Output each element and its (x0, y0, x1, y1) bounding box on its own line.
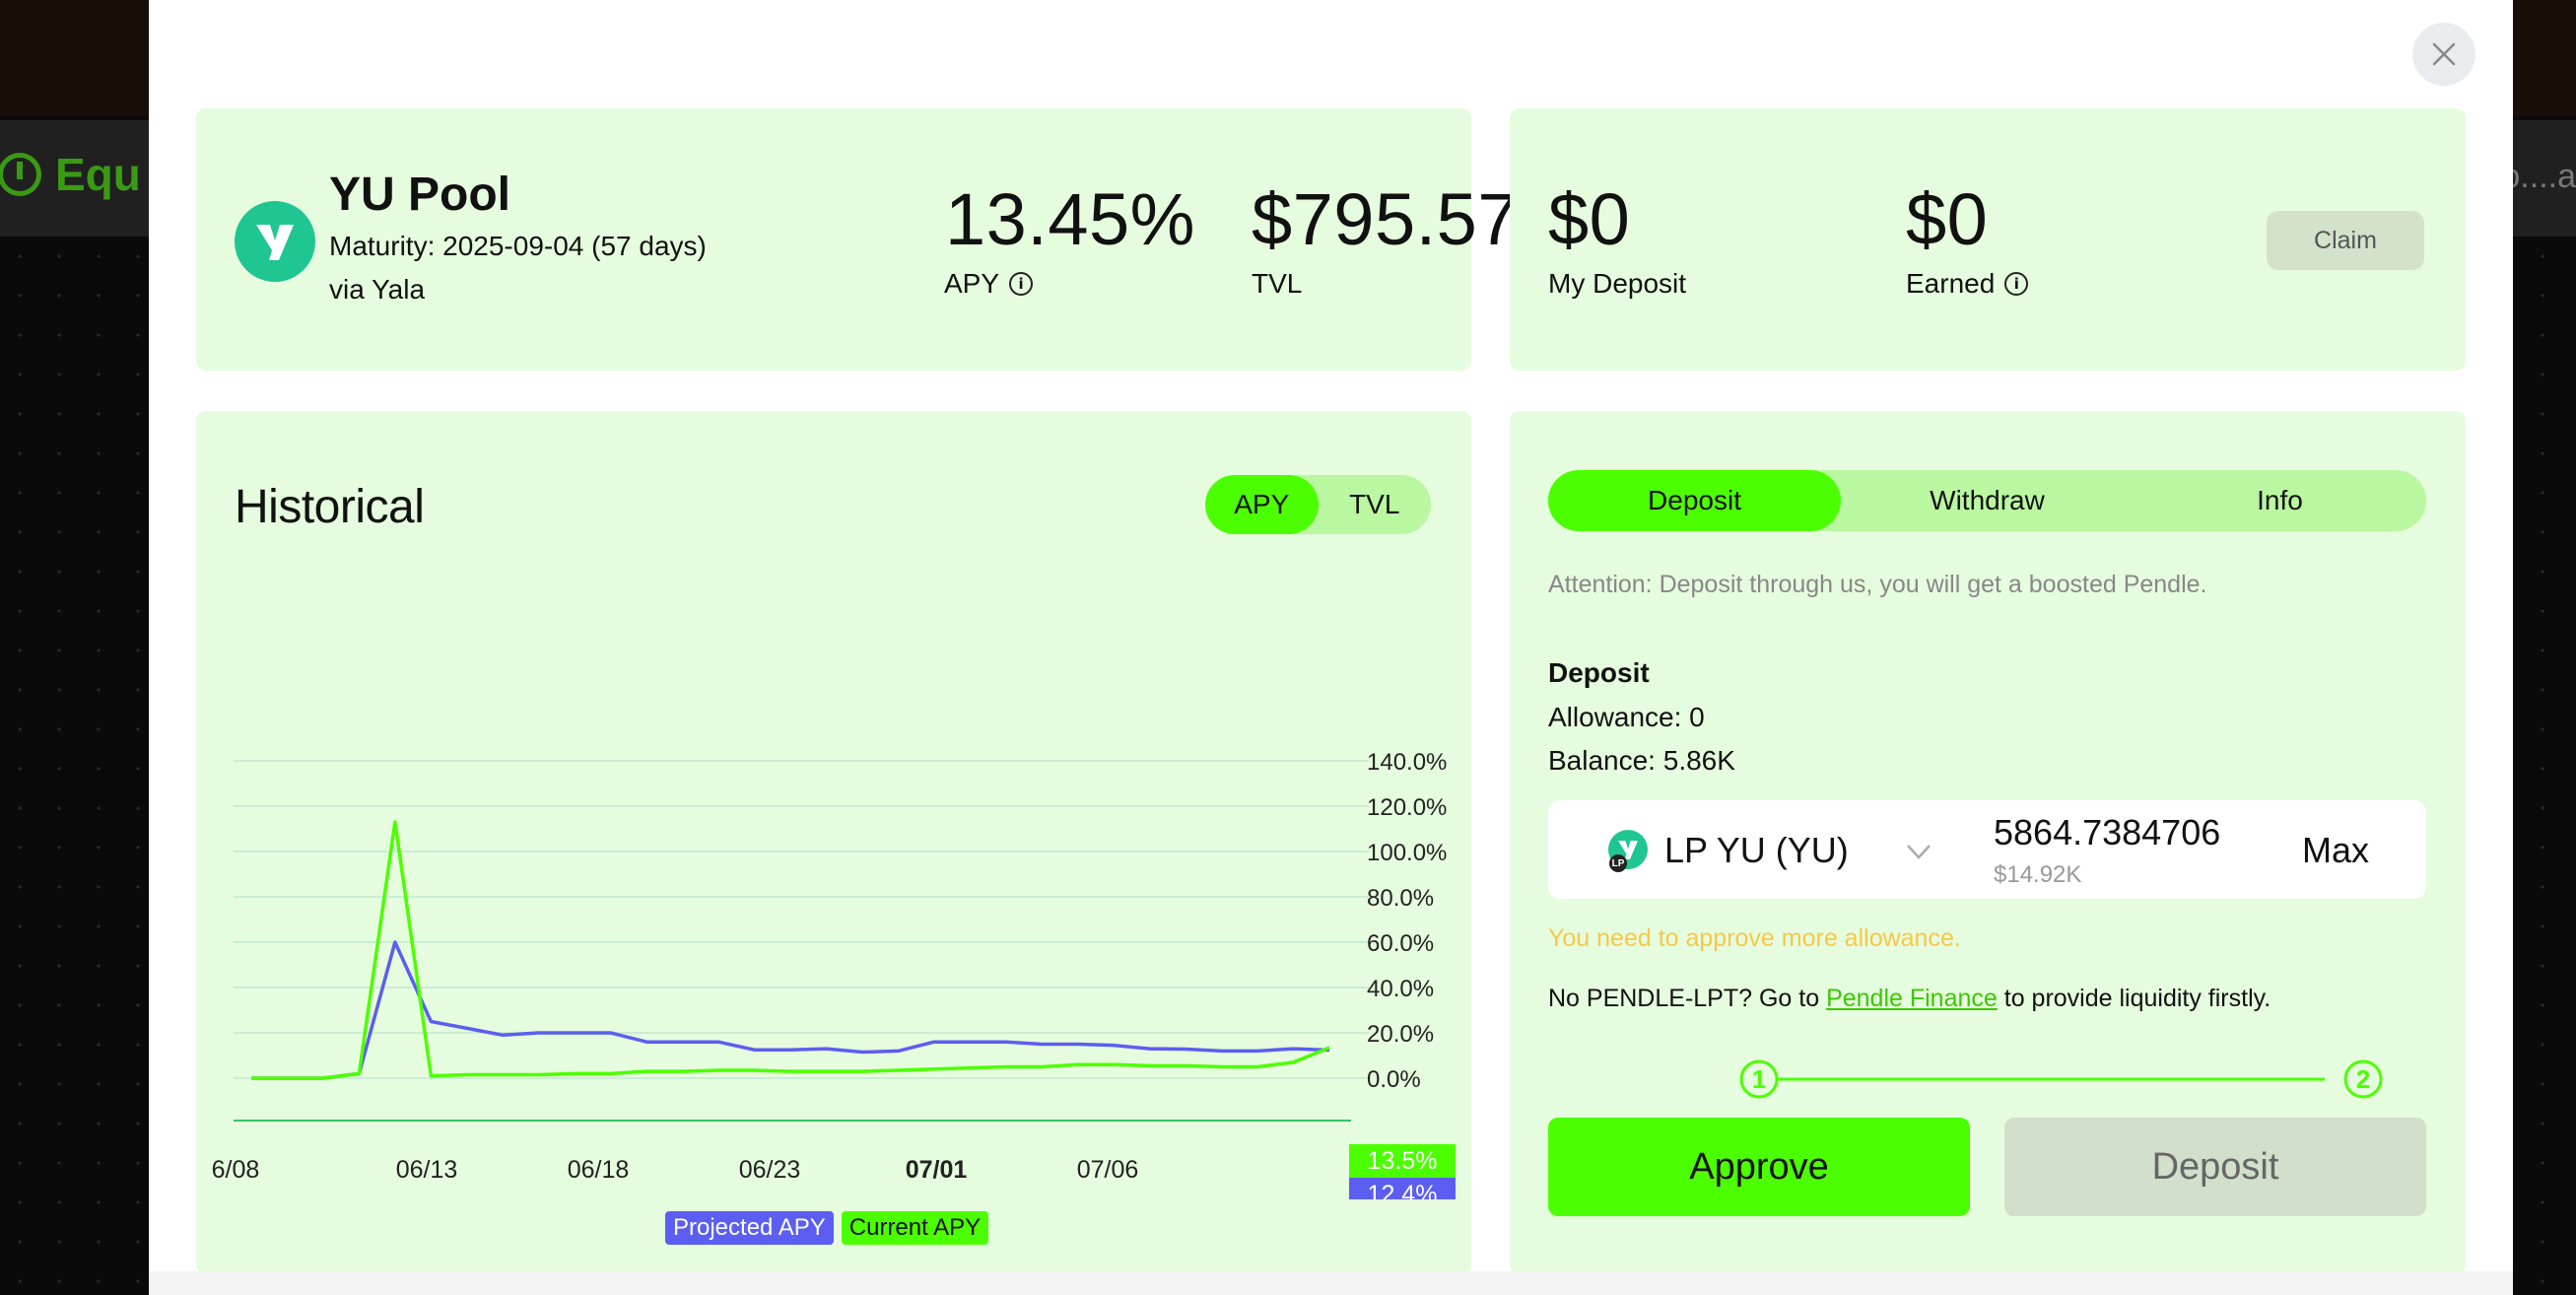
max-button[interactable]: Max (2302, 830, 2370, 870)
deposit-button[interactable]: Deposit (2004, 1118, 2426, 1216)
yala-logo-icon (235, 201, 315, 282)
my-deposit-card: $0 My Deposit $0 Earned i Claim (1510, 108, 2466, 371)
background-logo: Equ (0, 148, 141, 201)
chart-y-tick-label: 0.0% (1367, 1066, 1421, 1093)
action-tabs: Deposit Withdraw Info (1548, 470, 2426, 531)
chart-x-tick-label: 6/08 (212, 1156, 260, 1184)
step-2-label: 2 (2356, 1064, 2370, 1094)
my-deposit-label: My Deposit (1548, 268, 1687, 299)
tab-deposit[interactable]: Deposit (1548, 470, 1841, 531)
chart-x-tick-label: 07/06 (1077, 1156, 1139, 1184)
no-lpt-prefix: No PENDLE-LPT? Go to (1548, 985, 1827, 1012)
pool-modal: YU Pool Maturity: 2025-09-04 (57 days) v… (149, 0, 2513, 1295)
pendle-finance-link[interactable]: Pendle Finance (1826, 985, 1998, 1012)
allowance-text: Allowance: 0 (1548, 702, 1705, 732)
no-lpt-suffix: to provide liquidity firstly. (1997, 985, 2271, 1012)
chevron-down-icon[interactable] (1904, 836, 1933, 865)
step-1-label: 1 (1752, 1064, 1766, 1094)
apy-value: 13.45% (945, 178, 1195, 260)
toggle-apy[interactable]: APY (1205, 475, 1319, 534)
chart-y-tick-label: 120.0% (1367, 794, 1447, 821)
step-1-icon (1739, 1059, 1779, 1099)
earned-value: $0 (1906, 178, 1989, 260)
historical-title: Historical (235, 481, 425, 533)
my-deposit-label-group: My Deposit (1548, 268, 1686, 300)
step-indicator: 1 2 (1739, 1059, 2383, 1099)
chart-y-tick-label: 80.0% (1367, 885, 1434, 912)
historical-card: Historical APY TVL 0.0% 20.0% 40.0% 60.0% 80… (196, 411, 1471, 1274)
pool-overview-card: YU Pool Maturity: 2025-09-04 (57 days) v… (196, 108, 1567, 371)
chart-legend: Projected APY Current APY (665, 1211, 989, 1245)
approve-button[interactable]: Approve (1548, 1118, 1970, 1216)
toggle-tvl[interactable]: TVL (1349, 489, 1400, 519)
my-deposit-value: $0 (1548, 178, 1631, 260)
background-wallet-address: o....a (2501, 158, 2576, 195)
chart-x-tick-label: 06/23 (739, 1156, 801, 1184)
attention-note: Attention: Deposit through us, you will … (1548, 571, 2207, 598)
info-icon[interactable]: i (2004, 272, 2029, 296)
modal-footer-strip (149, 1271, 2513, 1295)
chart-x-tick-label: 06/18 (568, 1156, 630, 1184)
no-lpt-note: No PENDLE-LPT? Go to Pendle Finance to p… (1548, 985, 2271, 1013)
chart-end-value-tag (1349, 1144, 1456, 1178)
pool-via: via Yala (329, 274, 426, 305)
tab-info[interactable]: Info (2257, 485, 2303, 515)
legend-projected-apy[interactable]: Projected APY (665, 1211, 834, 1245)
token-select[interactable]: LP YU (YU) (1664, 830, 1849, 870)
legend-current-apy[interactable]: Current APY (841, 1211, 989, 1245)
amount-usd-value: $14.92K (1994, 861, 2082, 888)
claim-button[interactable]: Claim (2267, 211, 2424, 270)
deposit-panel: Deposit Withdraw Info Attention: Deposit… (1510, 411, 2466, 1274)
pool-maturity: Maturity: 2025-09-04 (57 days) (329, 231, 707, 261)
metric-toggle: APY TVL (1205, 475, 1431, 534)
lp-badge-icon: LP (1609, 854, 1627, 872)
chart-y-tick-label: 20.0% (1367, 1021, 1434, 1048)
apy-line-chart: 0.0% 20.0% 40.0% 60.0% 80.0% 100.0% 120.0% 140.… (212, 749, 1456, 1199)
power-icon (0, 153, 41, 196)
allowance-warning: You need to approve more allowance. (1548, 924, 1961, 952)
earned-label-group: Earned i (1906, 268, 2029, 300)
chart-end-value-tag (1349, 1178, 1456, 1199)
chart-y-tick-label: 40.0% (1367, 976, 1434, 1002)
apy-label-group: APY i (944, 268, 1034, 300)
token-amount-input: LP LP YU (YU) 5864.7384706 $14.92K Max (1548, 800, 2426, 899)
chart-x-tick-label: 07/01 (906, 1156, 968, 1184)
step-2-icon (2343, 1059, 2383, 1099)
chart-x-tick-label: 06/13 (396, 1156, 458, 1184)
chart-y-tick-label: 60.0% (1367, 930, 1434, 957)
chart-y-tick-label: 100.0% (1367, 840, 1447, 866)
chart-end-value-label: 13.5% (1368, 1147, 1438, 1175)
deposit-section-title: Deposit (1548, 657, 1650, 688)
background-logo-text: Equ (55, 149, 141, 200)
amount-field[interactable]: 5864.7384706 (1994, 812, 2221, 852)
tab-withdraw[interactable]: Withdraw (1930, 485, 2045, 515)
balance-text: Balance: 5.86K (1548, 745, 1735, 776)
pool-name: YU Pool (329, 169, 511, 221)
info-icon[interactable]: i (1009, 272, 1034, 296)
chart-y-tick-label: 140.0% (1367, 749, 1447, 776)
close-button[interactable] (2412, 23, 2475, 86)
tvl-label-group: TVL (1252, 268, 1302, 300)
earned-label: Earned (1906, 268, 1996, 299)
close-icon (2432, 42, 2456, 66)
apy-label: APY (944, 268, 1000, 299)
chart-end-value-label: 12.4% (1368, 1181, 1438, 1199)
chart-series-line (251, 940, 1330, 1080)
chart-series-line (251, 820, 1330, 1080)
tvl-label: TVL (1252, 268, 1303, 299)
